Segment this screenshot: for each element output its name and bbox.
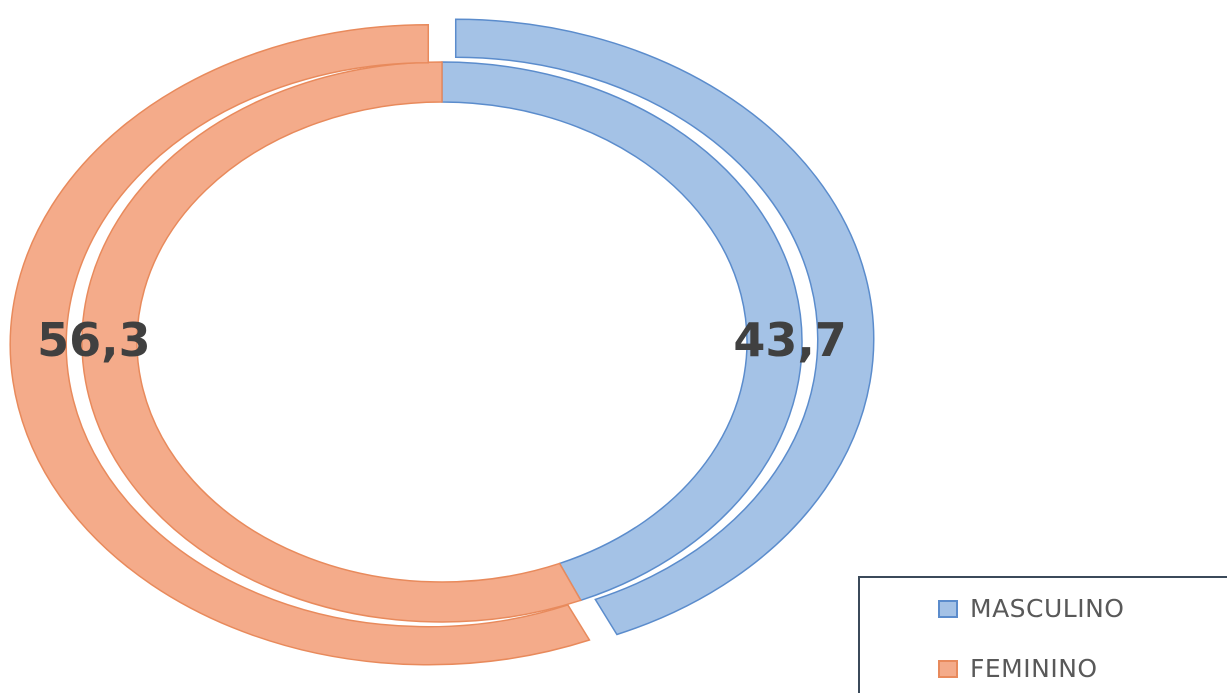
legend-swatch-masculino (938, 599, 958, 618)
legend-label-masculino: MASCULINO (970, 594, 1125, 623)
slice-outer-feminino (9, 24, 591, 666)
legend-label-feminino: FEMININO (970, 654, 1098, 683)
legend-item-masculino: MASCULINO (938, 594, 1124, 623)
data-label-masculino: 43,7 (733, 313, 847, 367)
slice-outer-masculino (454, 18, 875, 636)
legend: MASCULINO FEMININO (858, 576, 1227, 693)
labels-group: 43,7 56,3 (37, 313, 847, 367)
legend-item-feminino: FEMININO (938, 654, 1098, 683)
legend-swatch-feminino (938, 659, 958, 678)
data-label-feminino: 56,3 (37, 313, 151, 367)
slice-inner-masculino (441, 61, 803, 602)
rings-group (9, 18, 875, 666)
